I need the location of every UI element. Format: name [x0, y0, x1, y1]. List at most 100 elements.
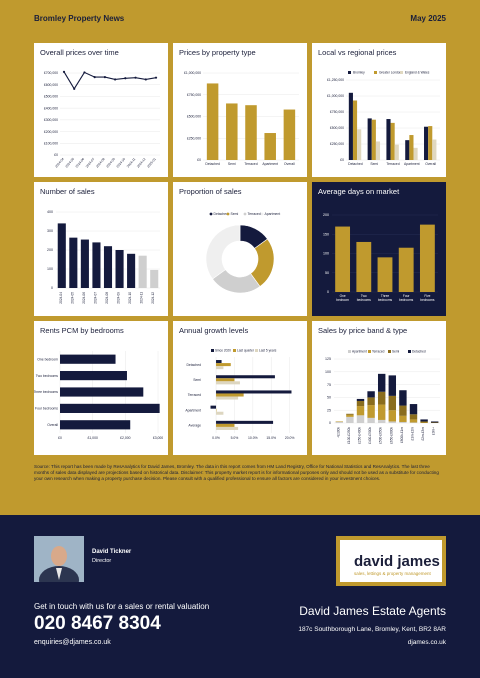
panel-title: Proportion of sales — [179, 187, 242, 196]
bar — [103, 246, 113, 288]
y-tick-label: £500,000 — [44, 95, 58, 99]
bar-segment — [430, 422, 439, 423]
bar — [398, 247, 414, 292]
y-tick-label: £1,250,000 — [327, 78, 344, 82]
panel-title: Sales by price band & type — [318, 326, 408, 335]
panel-prices-by-type: Prices by property type £0 £250,000 £500,0… — [173, 43, 307, 177]
y-tick-label: 50 — [325, 271, 329, 275]
phone-number[interactable]: 020 8467 8304 — [34, 613, 161, 634]
legend-swatch — [211, 349, 214, 352]
bar — [428, 126, 433, 160]
legend-label: England & Wales — [405, 71, 430, 75]
bar — [413, 147, 418, 160]
bar-segment — [420, 419, 428, 422]
agent-portrait-image — [34, 536, 84, 582]
annual-growth-chart: Since 2020 Last quarter Last 5 years 0.0% 5.… — [185, 349, 294, 440]
x-tick-label: 0.0% — [212, 436, 220, 440]
x-tick-label: £2m-£3m — [421, 427, 425, 441]
data-point — [154, 76, 158, 79]
bar-segment — [335, 421, 344, 423]
email-link[interactable]: enquiries@djames.co.uk — [34, 639, 111, 646]
y-tick-label: 125 — [325, 357, 331, 361]
bar — [60, 354, 116, 364]
bar — [375, 141, 381, 160]
x-tick-label: £650-£800k — [389, 427, 393, 444]
x-tick-label: 5.0% — [231, 436, 239, 440]
bar-segment — [388, 395, 397, 411]
bar — [216, 378, 235, 382]
x-tick-label: Five — [424, 294, 430, 298]
x-tick-label: 2024-05 — [70, 292, 74, 304]
number-of-sales-chart: 0 100 200 300 400 2024-04 2024-05 2024-06 2024-0… — [47, 210, 160, 304]
legend-swatch — [243, 212, 247, 216]
x-tick-label: 2025-01 — [146, 157, 157, 169]
x-tick-label: £2,000 — [120, 436, 130, 440]
y-tick-label: £250,000 — [187, 136, 201, 140]
y-tick-label: £700,000 — [44, 71, 58, 75]
x-tick-label: £800k-£1m — [400, 427, 404, 443]
x-tick-label: Terraced — [386, 162, 399, 166]
bar — [206, 83, 219, 160]
x-tick-label: Detached — [205, 162, 220, 166]
legend-swatch — [209, 212, 213, 216]
legend-label: Last 5 years — [259, 349, 277, 353]
legend-label: Since 2020 — [215, 349, 231, 353]
x-tick-label: 2024-06 — [75, 157, 86, 169]
website-link[interactable]: djames.co.uk — [407, 639, 446, 646]
x-tick-label: £1m-£2m — [411, 427, 415, 441]
bar — [390, 122, 395, 160]
bar — [216, 423, 235, 427]
bar-segment — [377, 373, 386, 392]
bar — [210, 405, 217, 409]
panel-title: Overall prices over time — [40, 48, 119, 57]
agent-role: Director — [92, 558, 112, 564]
legend-swatch — [400, 71, 403, 74]
days-on-market-chart: 050100150200OnebedroomTwobedroomsThreebe… — [323, 213, 438, 302]
bar-segment — [420, 421, 428, 423]
legend-label: Detached — [214, 212, 229, 216]
legend-label: Last quarter — [237, 349, 255, 353]
y-tick-label: 0 — [329, 421, 331, 425]
bar — [127, 253, 136, 288]
source-disclaimer: Source: This report has been made by Res… — [34, 464, 439, 482]
rents-pcm-chart: £0 £1,000 £2,000 £3,000 One bedroom Two bedro… — [34, 351, 163, 440]
x-tick-label: Overall — [284, 162, 295, 166]
bar-segment — [356, 398, 365, 401]
report-date: May 2025 — [410, 14, 446, 23]
bar — [357, 129, 362, 160]
x-tick-label: 2024-12 — [136, 157, 147, 169]
y-tick-label: Semi — [193, 378, 201, 382]
panel-title: Prices by property type — [179, 48, 256, 57]
bar-segment — [399, 415, 407, 422]
bar — [216, 393, 244, 397]
x-tick-label: £3,000 — [153, 436, 163, 440]
bar-segment — [430, 421, 439, 423]
bar — [60, 420, 131, 430]
bar-segment — [356, 400, 365, 407]
local-vs-regional-chart: Bromley Greater London England & Wales £0 £2… — [327, 71, 440, 166]
y-tick-label: £600,000 — [44, 83, 58, 87]
bar-segment — [367, 417, 375, 423]
x-tick-label: £400-£500k — [368, 427, 372, 444]
legend-label: Detached — [412, 350, 426, 354]
panel-title: Local vs regional prices — [318, 48, 397, 57]
logo-tagline: sales, lettings & property management — [354, 571, 431, 576]
legend-label: Bromley — [353, 71, 365, 75]
data-point — [83, 71, 86, 74]
y-tick-label: 0 — [327, 290, 329, 294]
bar-segment — [399, 390, 407, 406]
bar — [352, 100, 358, 160]
panel-number-of-sales: Number of sales 0 100 200 300 400 2024-04 2024… — [34, 182, 168, 316]
x-tick-label: bedrooms — [378, 298, 393, 302]
footer: David Tickner Director david james sales… — [0, 515, 480, 678]
y-tick-label: 75 — [327, 383, 331, 387]
report-body: Bromley Property News May 2025 Overall p… — [34, 14, 446, 482]
bar — [424, 126, 429, 160]
bar — [432, 139, 437, 160]
x-tick-label: One — [340, 294, 346, 298]
bar — [348, 92, 353, 160]
panel-overall-prices: Overall prices over time £0 £100,000 £200,… — [34, 43, 168, 177]
legend-swatch — [255, 349, 258, 352]
y-tick-label: 100 — [325, 370, 331, 374]
data-point — [114, 78, 117, 81]
